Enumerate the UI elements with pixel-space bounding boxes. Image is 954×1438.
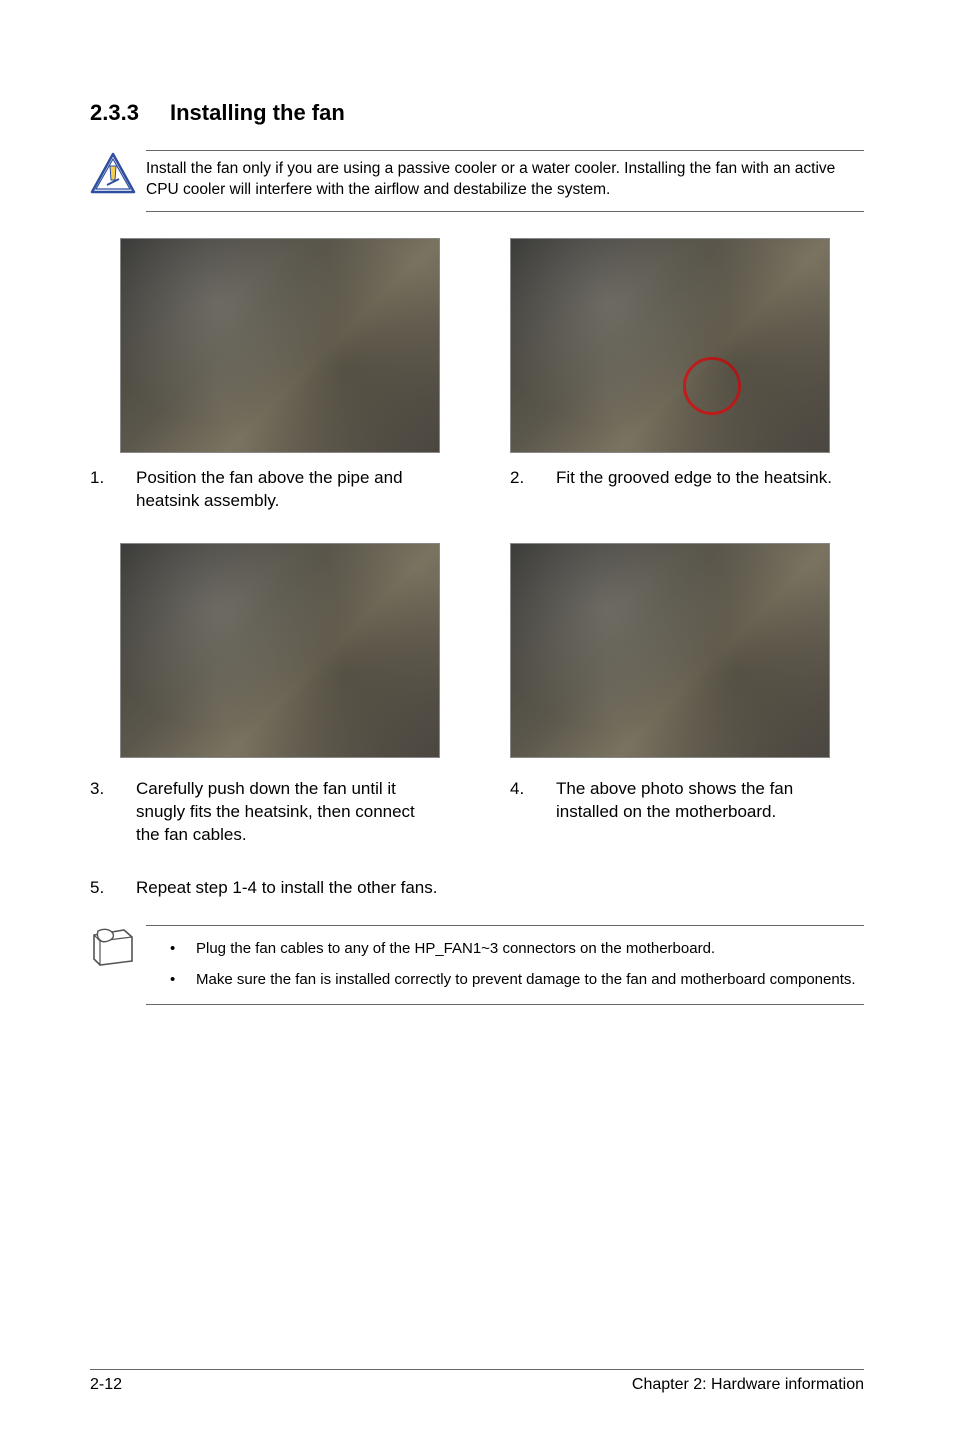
step4-photo — [510, 543, 830, 758]
note-item: • Make sure the fan is installed correct… — [146, 969, 864, 990]
steps-row-2: 3. Carefully push down the fan until it … — [90, 778, 864, 847]
steps-row-1: 1. Position the fan above the pipe and h… — [90, 467, 864, 513]
section-title-text: Installing the fan — [170, 100, 345, 125]
warning-icon — [90, 150, 146, 194]
bullet-icon: • — [170, 938, 196, 959]
step-number: 1. — [90, 467, 136, 513]
step-4: 4. The above photo shows the fan install… — [510, 778, 860, 847]
step-3: 3. Carefully push down the fan until it … — [90, 778, 440, 847]
step-5: 5. Repeat step 1-4 to install the other … — [90, 877, 864, 900]
note-item: • Plug the fan cables to any of the HP_F… — [146, 938, 864, 959]
image-row-1 — [90, 238, 864, 453]
bullet-icon: • — [170, 969, 196, 990]
highlight-circle-icon — [683, 357, 741, 415]
warning-callout: Install the fan only if you are using a … — [90, 150, 864, 212]
note-text: Make sure the fan is installed correctly… — [196, 969, 856, 990]
step-number: 2. — [510, 467, 556, 513]
step-number: 4. — [510, 778, 556, 847]
step3-photo — [120, 543, 440, 758]
step2-photo — [510, 238, 830, 453]
step-text: Fit the grooved edge to the heatsink. — [556, 467, 860, 513]
page-footer: 2-12 Chapter 2: Hardware information — [90, 1369, 864, 1394]
step-text: Repeat step 1-4 to install the other fan… — [136, 877, 864, 900]
image-row-2 — [90, 543, 864, 758]
note-icon — [90, 925, 146, 967]
section-number: 2.3.3 — [90, 100, 170, 126]
step1-photo — [120, 238, 440, 453]
page-number: 2-12 — [90, 1376, 122, 1394]
step-number: 5. — [90, 877, 136, 900]
step-text: The above photo shows the fan installed … — [556, 778, 860, 847]
section-heading: 2.3.3Installing the fan — [90, 100, 864, 126]
note-list: • Plug the fan cables to any of the HP_F… — [146, 925, 864, 1005]
note-text: Plug the fan cables to any of the HP_FAN… — [196, 938, 715, 959]
step-2: 2. Fit the grooved edge to the heatsink. — [510, 467, 860, 513]
warning-text: Install the fan only if you are using a … — [146, 150, 864, 212]
step-number: 3. — [90, 778, 136, 847]
note-callout: • Plug the fan cables to any of the HP_F… — [90, 925, 864, 1005]
chapter-label: Chapter 2: Hardware information — [632, 1376, 864, 1394]
step-text: Carefully push down the fan until it snu… — [136, 778, 440, 847]
step-text: Position the fan above the pipe and heat… — [136, 467, 440, 513]
step-1: 1. Position the fan above the pipe and h… — [90, 467, 440, 513]
